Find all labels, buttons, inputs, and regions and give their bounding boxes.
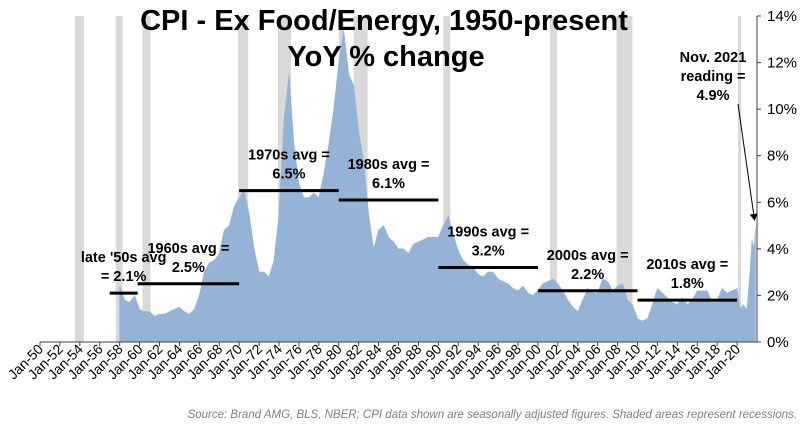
annotation-label: Nov. 2021 — [680, 50, 747, 66]
chart-subtitle: YoY % change — [287, 41, 484, 73]
y-tick-label: 0% — [767, 334, 789, 351]
recession-band — [549, 16, 557, 342]
recession-band — [443, 16, 451, 342]
decade-average-label: 2.2% — [571, 267, 604, 283]
y-tick-label: 10% — [767, 101, 797, 118]
decade-average-label: = 2.1% — [101, 269, 147, 285]
y-tick-label: 2% — [767, 287, 789, 304]
decade-average-label: 2000s avg = — [547, 248, 629, 264]
cpi-area-series — [119, 29, 756, 343]
decade-average-label: 2010s avg = — [646, 257, 728, 273]
recession-band — [115, 16, 123, 342]
y-tick-label: 4% — [767, 241, 789, 258]
chart-title: CPI - Ex Food/Energy, 1950-present — [140, 5, 628, 37]
decade-average-label: 6.1% — [372, 176, 405, 192]
decade-average-label: 3.2% — [472, 243, 505, 259]
recession-band — [738, 16, 742, 342]
decade-average-labels: late '50s avg = 2.1%1960s avg = 2.5% 1970s … — [81, 148, 728, 292]
annotation-label: reading = — [681, 69, 746, 85]
decade-average-label: 1990s avg = — [447, 224, 529, 240]
y-tick-label: 14% — [767, 8, 797, 25]
recession-band — [616, 16, 633, 342]
latest-reading-annotation: Nov. 2021 reading = 4.9% — [680, 50, 758, 221]
decade-average-label: 1960s avg = — [147, 241, 229, 257]
decade-average-label: 1.8% — [671, 276, 704, 292]
decade-average-label: 2.5% — [172, 260, 205, 276]
decade-average-label: 1970s avg = — [248, 148, 330, 164]
y-tick-label: 8% — [767, 148, 789, 165]
annotation-label: 4.9% — [696, 88, 729, 104]
source-note: Source: Brand AMG, BLS, NBER; CPI data s… — [188, 409, 797, 421]
annotation-arrow — [737, 103, 758, 221]
decade-average-label: 1980s avg = — [348, 157, 430, 173]
recession-band — [142, 16, 151, 342]
y-tick-label: 12% — [767, 55, 797, 72]
decade-average-label: 6.5% — [272, 167, 305, 183]
recession-band — [74, 16, 84, 342]
cpi-area — [119, 29, 756, 343]
decade-average-lines — [109, 189, 738, 302]
recession-band — [238, 16, 249, 342]
y-tick-label: 6% — [767, 194, 789, 211]
decade-average-label: late '50s avg — [81, 250, 167, 266]
